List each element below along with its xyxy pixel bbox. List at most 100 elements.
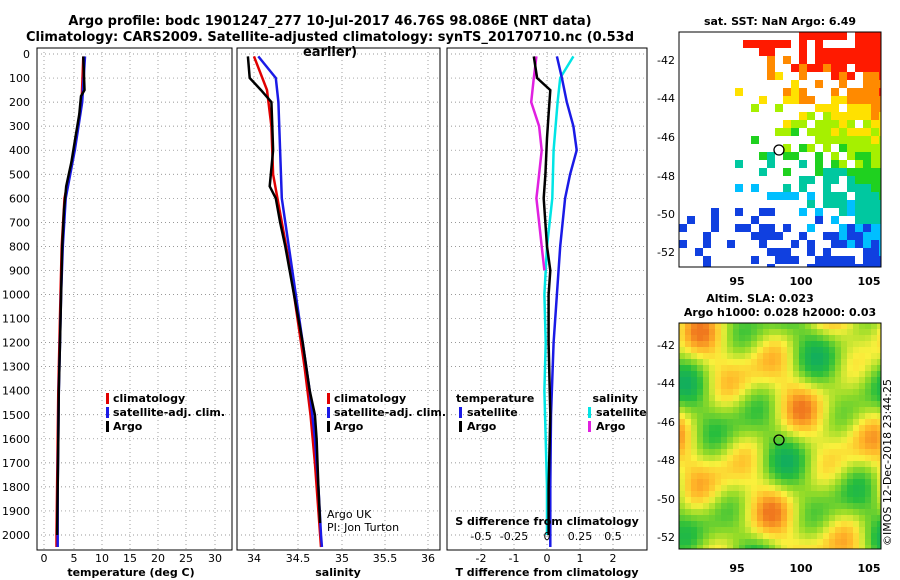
sla-cell [679,341,685,347]
sla-cell [697,389,703,395]
sla-cell [685,479,691,485]
sla-cell [871,485,877,491]
sst-cell [871,192,879,200]
sla-cell [697,449,703,455]
argo-location-marker [773,434,785,446]
sst-cell [687,216,695,224]
sla-cell [847,431,853,437]
sla-cell [811,365,817,371]
sla-cell [763,497,769,503]
sla-cell [871,539,877,545]
sla-cell [745,353,751,359]
sst-cell [863,192,871,200]
sla-cell [745,371,751,377]
sla-cell [877,383,881,389]
sla-cell [877,443,881,449]
s-difference-label: S difference from climatology [455,515,639,528]
sla-cell [745,401,751,407]
sla-cell [697,335,703,341]
sla-cell [781,377,787,383]
sla-cell [799,527,805,533]
sla-cell [763,371,769,377]
depth-tick-label: 400 [9,144,30,157]
sst-cell [799,208,807,216]
sla-cell [787,347,793,353]
sla-cell [865,491,871,497]
sla-cell [853,449,859,455]
sst-cell [855,32,863,40]
sla-cell [847,437,853,443]
sla-cell [787,437,793,443]
lat-tick: -48 [657,170,675,183]
sla-cell [817,509,823,515]
sla-cell [811,479,817,485]
sla-cell [769,467,775,473]
sla-cell [697,473,703,479]
sla-cell [751,335,757,341]
sla-cell [685,503,691,509]
depth-tick-label: 600 [9,192,30,205]
sla-cell [685,383,691,389]
sla-cell [721,353,727,359]
sla-cell [805,359,811,365]
pi-note: PI: Jon Turton [327,521,399,534]
sst-cell [815,48,823,56]
sla-cell [709,455,715,461]
sla-cell [721,515,727,521]
sst-cell [799,40,807,48]
sla-cell [769,515,775,521]
sla-cell [799,371,805,377]
sst-cell [839,96,847,104]
sla-cell [781,473,787,479]
sla-cell [679,443,685,449]
sla-cell [757,347,763,353]
sst-cell [855,48,863,56]
sla-cell [781,527,787,533]
sla-cell [847,491,853,497]
sla-cell [871,515,877,521]
sla-cell [859,335,865,341]
tick-label: 35.5 [373,552,398,565]
sla-cell [835,395,841,401]
sla-cell [727,407,733,413]
sst-cell [863,256,871,264]
sla-cell [805,353,811,359]
sla-cell [769,413,775,419]
sla-cell [733,467,739,473]
sla-cell [691,455,697,461]
sla-cell [793,431,799,437]
sla-cell [781,323,787,329]
sst-cell [847,208,855,216]
sla-cell [751,479,757,485]
sst-cell [847,48,855,56]
sla-cell [853,455,859,461]
sla-cell [703,545,709,549]
sla-cell [811,515,817,521]
sla-cell [763,383,769,389]
sst-cell [711,224,719,232]
sla-cell [805,527,811,533]
sla-cell [733,515,739,521]
sst-map [679,32,881,267]
sla-cell [871,365,877,371]
sla-cell [691,503,697,509]
sla-cell [679,395,685,401]
sla-cell [709,371,715,377]
sla-cell [703,509,709,515]
sla-cell [745,383,751,389]
sla-cell [871,455,877,461]
sla-cell [751,437,757,443]
sla-cell [739,371,745,377]
sla-cell [739,485,745,491]
lon-tick: 105 [858,275,881,288]
sla-cell [757,377,763,383]
sla-cell [817,353,823,359]
sst-cell [871,264,879,267]
sla-cell [823,497,829,503]
sla-cell [703,467,709,473]
depth-tick-label: 1400 [2,385,30,398]
sla-cell [847,443,853,449]
sst-cell [847,112,855,120]
sla-cell [829,407,835,413]
sst-cell [879,112,881,120]
